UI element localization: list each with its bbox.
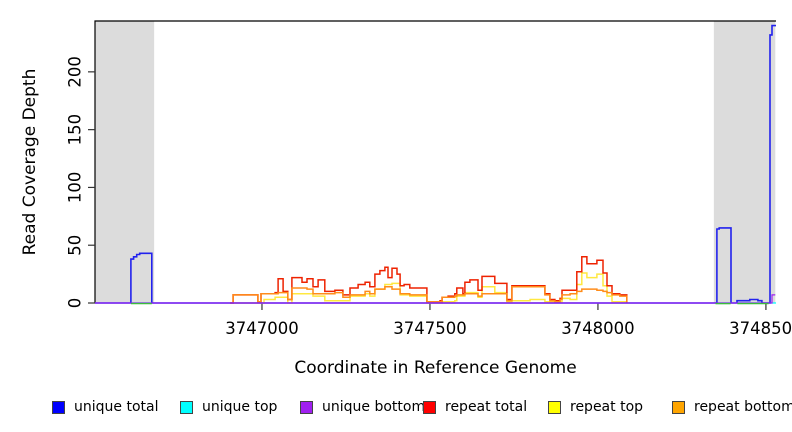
series-repeat-total xyxy=(230,256,628,304)
legend-item-repeat-top: repeat top xyxy=(548,398,643,416)
y-axis-title: Read Coverage Depth xyxy=(20,68,40,256)
legend-swatch-icon xyxy=(672,400,685,414)
legend-swatch-icon xyxy=(548,400,561,414)
legend-swatch-icon xyxy=(180,400,193,414)
shaded-region xyxy=(95,21,155,303)
series-unique-bottom xyxy=(95,294,776,304)
legend-item-unique-bottom: unique bottom xyxy=(300,398,425,416)
x-tick-label: 3747000 xyxy=(225,319,299,338)
y-tick-label: 100 xyxy=(66,172,85,204)
y-tick-label: 150 xyxy=(66,114,85,146)
plot-box xyxy=(94,20,776,303)
series-repeat-top xyxy=(230,272,628,304)
legend-item-repeat-bottom: repeat bottom xyxy=(672,398,792,416)
series-unique-total xyxy=(95,24,776,304)
legend-swatch-icon xyxy=(300,400,313,414)
legend-swatch-icon xyxy=(52,400,65,414)
legend: unique total unique top unique bottom repea… xyxy=(0,398,792,420)
y-tick-label: 0 xyxy=(66,298,85,309)
legend-label: unique total xyxy=(74,399,159,415)
x-axis-title: Coordinate in Reference Genome xyxy=(294,358,577,378)
series-repeat-bottom xyxy=(230,286,628,304)
legend-item-unique-total: unique total xyxy=(52,398,158,416)
x-tick-label: 3748000 xyxy=(561,319,635,338)
legend-swatch-icon xyxy=(423,400,436,414)
legend-label: repeat top xyxy=(570,399,644,415)
y-tick-label: 200 xyxy=(66,56,85,88)
legend-label: repeat bottom xyxy=(694,399,792,415)
legend-item-repeat-total: repeat total xyxy=(423,398,527,416)
legend-label: unique top xyxy=(202,399,278,415)
y-tick-label: 50 xyxy=(66,235,85,256)
legend-item-unique-top: unique top xyxy=(180,398,277,416)
x-tick-label: 3747500 xyxy=(393,319,467,338)
legend-label: unique bottom xyxy=(322,399,426,415)
shaded-region xyxy=(713,21,776,303)
legend-label: repeat total xyxy=(445,399,528,415)
